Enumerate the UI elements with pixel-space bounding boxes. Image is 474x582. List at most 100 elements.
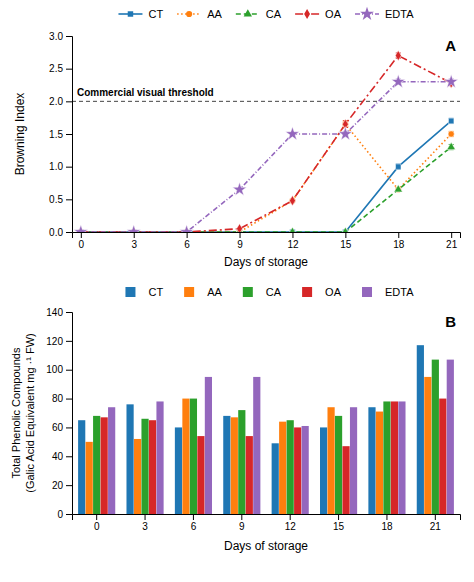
x-axis-tick: 3 [131, 232, 137, 250]
x-axis-tick-label: 12 [287, 239, 299, 250]
bar [320, 427, 327, 514]
legend-label: CA [266, 8, 282, 20]
bar [149, 420, 156, 514]
data-point [447, 142, 455, 149]
x-axis-tick-label: 9 [237, 239, 243, 250]
x-axis-tick-mark [81, 232, 82, 238]
series-line [81, 147, 451, 232]
y-axis-tick-label: 20 [52, 480, 64, 491]
bar [238, 410, 245, 514]
bar [272, 443, 279, 514]
y-axis-title-line: Browning Index [13, 93, 27, 176]
legend-label: CT [148, 286, 163, 298]
bar [78, 420, 85, 514]
data-point [394, 185, 402, 192]
bar [134, 439, 141, 514]
y-axis-tick: 1.5 [49, 129, 72, 140]
legend-item: EDTA [362, 286, 414, 298]
legend-item: EDTA [355, 7, 414, 20]
data-point [395, 51, 401, 61]
y-axis-title-line: Total Phenolic Compounds [10, 347, 22, 478]
y-axis-tick-mark [66, 312, 72, 313]
x-axis: 036912151821 [73, 514, 461, 532]
legend-label: AA [207, 8, 222, 20]
x-axis-tick-mark [134, 232, 135, 238]
y-axis-tick: 60 [52, 422, 72, 433]
x-axis-title: Days of storage [224, 539, 308, 553]
bar [231, 417, 238, 514]
legend: CTAACAOAEDTA [125, 286, 414, 298]
y-axis-tick-mark [66, 167, 72, 168]
x-axis-tick-mark [241, 514, 242, 520]
data-point [341, 227, 349, 232]
x-axis-tick-mark [345, 232, 346, 238]
x-axis-tick-mark [338, 514, 339, 520]
x-axis-tick: 15 [340, 232, 352, 250]
legend-label: EDTA [385, 8, 414, 20]
legend-item: CT [118, 8, 163, 20]
y-axis-tick-label: 3.0 [49, 31, 63, 42]
legend-marker [244, 9, 252, 16]
bar [93, 416, 100, 514]
x-axis-tick-mark [386, 514, 387, 520]
data-point [237, 224, 243, 232]
bar [424, 377, 431, 514]
data-point [338, 127, 352, 140]
y-axis-tick-label: 0.5 [49, 194, 63, 205]
bar [197, 436, 204, 514]
bar-panel: 036912151821020406080100120140BDays of s… [10, 307, 461, 553]
y-axis-tick: 80 [52, 393, 72, 404]
y-axis-tick: 1.0 [49, 161, 72, 172]
x-axis-tick: 21 [430, 514, 442, 532]
y-axis-tick: 20 [52, 480, 72, 491]
x-axis-tick: 6 [184, 232, 190, 250]
bar [417, 345, 424, 514]
y-axis-tick-label: 2.0 [49, 96, 63, 107]
bar [101, 417, 108, 514]
x-axis-tick-mark [290, 514, 291, 520]
bar [335, 416, 342, 514]
data-point [74, 225, 88, 232]
data-point [288, 227, 296, 232]
y-axis-tick-mark [66, 456, 72, 457]
x-axis-tick-label: 6 [191, 521, 197, 532]
y-axis-tick-label: 140 [46, 307, 63, 318]
x-axis-tick-mark [435, 514, 436, 520]
legend-marker [360, 7, 374, 20]
legend-marker [128, 11, 133, 16]
x-axis-tick-label: 3 [142, 521, 148, 532]
legend-item: CT [125, 286, 163, 298]
x-axis-tick: 18 [393, 232, 405, 250]
bar [279, 422, 286, 514]
bar [398, 401, 405, 514]
data-point [448, 131, 454, 137]
x-axis-tick-label: 18 [381, 521, 393, 532]
bar [342, 446, 349, 514]
data-point [396, 164, 401, 169]
x-axis-tick: 6 [191, 514, 197, 532]
y-axis-tick: 0.0 [49, 227, 72, 238]
y-axis-line [66, 37, 73, 233]
y-axis-title: Total Phenolic Compounds(Galic Acid Equi… [10, 333, 36, 493]
figure: 0369121518210.00.51.01.52.02.53.0Commerc… [0, 0, 474, 582]
y-axis-tick-label: 40 [52, 451, 64, 462]
bar [302, 426, 309, 514]
y-axis-tick: 100 [46, 364, 72, 375]
y-axis-tick-label: 80 [52, 393, 64, 404]
y-axis-tick-mark [66, 36, 72, 37]
y-axis-tick-mark [66, 101, 72, 102]
x-axis-tick: 15 [333, 514, 345, 532]
bar [287, 420, 294, 514]
legend-label: CT [148, 8, 163, 20]
bar [156, 401, 163, 514]
bar [327, 407, 334, 514]
x-axis-tick-label: 3 [131, 239, 137, 250]
x-axis-tick-label: 9 [239, 521, 245, 532]
panel-title: A [445, 37, 456, 54]
x-axis-tick: 0 [79, 232, 85, 250]
line-panel: 0369121518210.00.51.01.52.02.53.0Commerc… [13, 31, 461, 269]
y-axis-tick-mark [66, 341, 72, 342]
x-axis-title: Days of storage [224, 255, 308, 269]
x-axis-tick-mark [96, 514, 97, 520]
data-point [286, 127, 300, 140]
